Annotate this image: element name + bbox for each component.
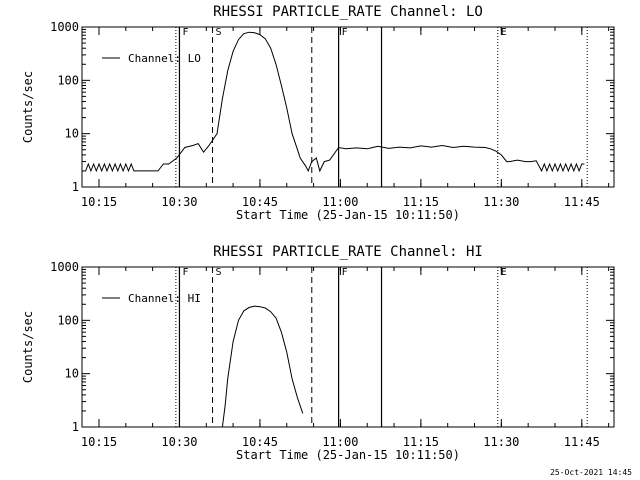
- y-tick-label: 1000: [50, 20, 79, 34]
- legend-label: Channel: HI: [128, 292, 201, 305]
- y-tick-label: 100: [57, 313, 79, 327]
- x-tick-label: 11:30: [483, 435, 519, 449]
- x-axis-label: Start Time (25-Jan-15 10:11:50): [236, 448, 460, 462]
- y-tick-label: 10: [65, 367, 79, 381]
- y-tick-label: 1000: [50, 260, 79, 274]
- x-axis-label: Start Time (25-Jan-15 10:11:50): [236, 208, 460, 222]
- event-marker-label: E: [501, 27, 507, 38]
- plot-timestamp: 25-Oct-2021 14:45: [550, 468, 632, 477]
- y-tick-label: 10: [65, 127, 79, 141]
- y-tick-label: 1: [72, 180, 79, 194]
- event-marker-label: S: [216, 27, 222, 38]
- event-marker-label: E: [501, 267, 507, 278]
- series-line: [85, 31, 585, 173]
- x-tick-label: 10:45: [242, 195, 278, 209]
- x-tick-label: 10:45: [242, 435, 278, 449]
- legend-label: Channel: LO: [128, 52, 201, 65]
- chart-title: RHESSI PARTICLE_RATE Channel: LO: [213, 4, 483, 20]
- x-tick-label: 10:30: [161, 435, 197, 449]
- x-tick-label: 11:00: [322, 195, 358, 209]
- series-line: [221, 305, 304, 428]
- x-tick-label: 10:15: [81, 435, 117, 449]
- panel-hi: RHESSI PARTICLE_RATE Channel: HI 1 10 100 10…: [21, 244, 615, 462]
- y-axis-label: Counts/sec: [21, 71, 35, 143]
- x-tick-label: 10:30: [161, 195, 197, 209]
- event-marker-label: F: [342, 27, 348, 38]
- x-tick-label: 11:45: [564, 195, 600, 209]
- y-tick-label: 100: [57, 73, 79, 87]
- x-tick-label: 10:15: [81, 195, 117, 209]
- plot-frame: [81, 26, 615, 188]
- event-marker-label: F: [182, 27, 188, 38]
- plot-frame: [81, 266, 615, 428]
- y-axis-label: Counts/sec: [21, 311, 35, 383]
- chart-title: RHESSI PARTICLE_RATE Channel: HI: [213, 244, 483, 260]
- x-tick-label: 11:00: [322, 435, 358, 449]
- x-tick-label: 11:15: [403, 435, 439, 449]
- x-tick-label: 11:15: [403, 195, 439, 209]
- event-marker-label: F: [182, 267, 188, 278]
- x-tick-label: 11:30: [483, 195, 519, 209]
- event-marker-label: S: [216, 267, 222, 278]
- event-marker-label: F: [342, 267, 348, 278]
- panel-lo: RHESSI PARTICLE_RATE Channel: LO 1 10 100 10…: [21, 4, 615, 222]
- x-tick-label: 11:45: [564, 435, 600, 449]
- y-tick-label: 1: [72, 420, 79, 434]
